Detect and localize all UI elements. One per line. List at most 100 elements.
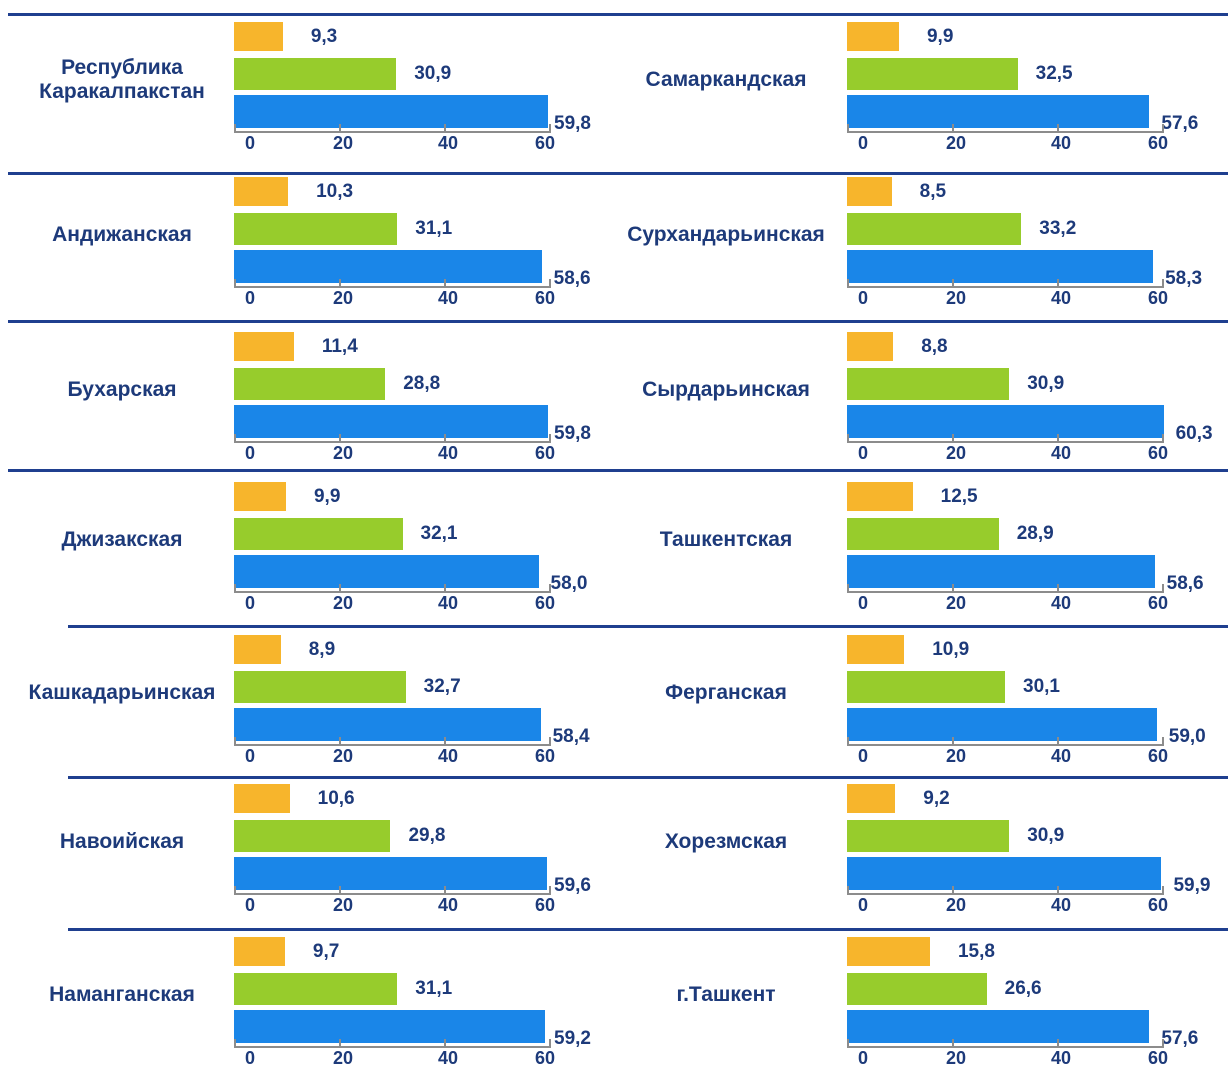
x-tick-label: 60 xyxy=(1147,593,1169,613)
x-axis-tick xyxy=(1162,434,1164,442)
region-label: Республика Каракалпакстан xyxy=(39,56,205,103)
x-axis-tick xyxy=(1057,279,1059,287)
x-axis-tick xyxy=(847,584,849,592)
x-tick-label: 0 xyxy=(244,443,255,463)
bar-series-3 xyxy=(847,555,1155,588)
x-tick-label: 60 xyxy=(534,288,556,308)
x-axis-tick xyxy=(1057,1039,1059,1047)
data-label: 58,0 xyxy=(550,572,588,594)
x-axis-tick xyxy=(549,737,551,745)
row-separator-left xyxy=(8,320,600,323)
bar-series-3 xyxy=(234,1010,545,1043)
data-label: 30,9 xyxy=(414,63,452,84)
x-axis-tick xyxy=(234,737,236,745)
x-tick-label: 20 xyxy=(332,1048,354,1068)
x-axis-tick xyxy=(549,886,551,894)
data-label: 32,1 xyxy=(420,523,458,544)
x-tick-label: 40 xyxy=(437,1048,459,1068)
data-label: 59,0 xyxy=(1168,725,1206,747)
x-tick-label: 40 xyxy=(1050,593,1072,613)
region-label: Наманганская xyxy=(49,983,195,1006)
x-axis-tick xyxy=(952,886,954,894)
x-axis-line xyxy=(847,591,1164,593)
x-axis-line xyxy=(234,441,551,443)
x-axis-tick xyxy=(339,584,341,592)
row-separator-right xyxy=(600,928,1228,931)
x-tick-label: 40 xyxy=(437,288,459,308)
x-tick-label: 20 xyxy=(945,133,967,153)
data-label: 57,6 xyxy=(1161,112,1199,134)
row-separator-left xyxy=(8,13,600,16)
bar-series-3 xyxy=(847,405,1164,438)
x-axis-line xyxy=(234,131,551,133)
data-label: 59,8 xyxy=(554,422,591,444)
data-label: 31,1 xyxy=(415,218,453,239)
bar-series-1 xyxy=(847,937,930,966)
data-label: 28,8 xyxy=(403,373,441,394)
data-label: 12,5 xyxy=(940,485,978,507)
bar-series-3 xyxy=(234,405,548,438)
data-label: 8,5 xyxy=(919,180,947,202)
bar-series-2 xyxy=(847,213,1022,245)
x-axis-line xyxy=(234,591,551,593)
row-separator-right xyxy=(600,776,1228,779)
x-axis-tick xyxy=(847,434,849,442)
data-label: 9,9 xyxy=(313,485,341,507)
x-tick-label: 0 xyxy=(857,133,868,153)
data-label: 31,1 xyxy=(415,978,453,999)
bar-series-2 xyxy=(847,671,1006,703)
x-tick-label: 40 xyxy=(437,895,459,915)
data-label: 10,6 xyxy=(317,787,355,809)
bar-series-1 xyxy=(847,22,899,51)
x-axis-line xyxy=(847,131,1164,133)
x-axis-tick xyxy=(234,434,236,442)
x-axis-tick xyxy=(339,434,341,442)
bar-series-3 xyxy=(847,1010,1150,1043)
x-axis-tick xyxy=(444,124,446,132)
bar-series-3 xyxy=(234,555,539,588)
x-tick-label: 60 xyxy=(534,593,556,613)
row-separator-right xyxy=(600,172,1228,175)
x-tick-label: 20 xyxy=(332,443,354,463)
data-label: 28,9 xyxy=(1016,523,1054,544)
bar-series-1 xyxy=(847,784,896,813)
data-label: 59,6 xyxy=(554,874,591,896)
x-tick-label: 0 xyxy=(244,593,255,613)
x-axis-tick xyxy=(1162,737,1164,745)
region-label: Бухарская xyxy=(67,378,177,401)
x-tick-label: 20 xyxy=(332,133,354,153)
x-tick-label: 40 xyxy=(1050,1048,1072,1068)
x-tick-label: 40 xyxy=(437,133,459,153)
bar-series-2 xyxy=(234,973,398,1005)
row-separator-right xyxy=(600,320,1228,323)
x-tick-label: 0 xyxy=(857,288,868,308)
bar-series-1 xyxy=(234,635,281,664)
row-separator-left xyxy=(68,625,600,628)
x-axis-line xyxy=(234,744,551,746)
data-label: 30,9 xyxy=(1027,825,1065,846)
row-separator-right xyxy=(600,625,1228,628)
x-tick-label: 60 xyxy=(534,895,556,915)
bar-series-1 xyxy=(234,177,289,206)
x-tick-label: 0 xyxy=(244,1048,255,1068)
x-axis-line xyxy=(847,744,1164,746)
x-axis-tick xyxy=(339,279,341,287)
x-axis-tick xyxy=(847,886,849,894)
x-axis-tick xyxy=(549,584,551,592)
x-axis-tick xyxy=(549,124,551,132)
x-axis-tick xyxy=(444,434,446,442)
bar-series-3 xyxy=(847,708,1157,741)
data-label: 30,9 xyxy=(1027,373,1065,394)
region-label: г.Ташкент xyxy=(676,983,776,1006)
x-axis-tick xyxy=(339,886,341,894)
x-axis-line xyxy=(847,441,1164,443)
x-tick-label: 40 xyxy=(437,443,459,463)
x-axis-line xyxy=(847,893,1164,895)
x-axis-line xyxy=(234,286,551,288)
bar-series-2 xyxy=(847,368,1010,400)
x-tick-label: 60 xyxy=(1147,746,1169,766)
x-tick-label: 60 xyxy=(534,1048,556,1068)
region-label: Кашкадарьинская xyxy=(28,681,216,704)
row-separator-left xyxy=(68,928,600,931)
x-axis-tick xyxy=(234,584,236,592)
